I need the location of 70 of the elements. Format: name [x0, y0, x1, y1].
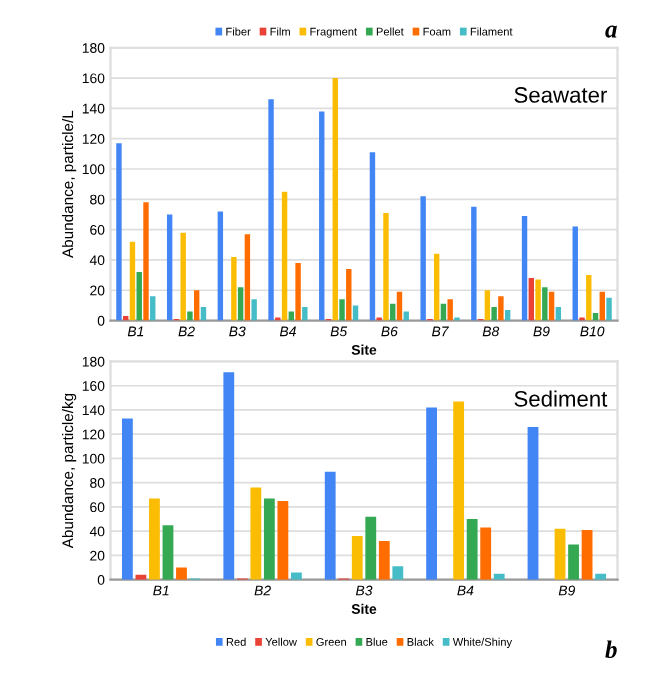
- bar: [527, 426, 539, 580]
- bar: [521, 215, 528, 321]
- bar: [302, 306, 308, 321]
- bar: [339, 299, 345, 321]
- bar: [453, 401, 465, 580]
- bar: [535, 279, 541, 321]
- bar: [116, 143, 122, 321]
- bar: [447, 299, 453, 321]
- bar: [288, 311, 295, 321]
- bar: [250, 487, 262, 580]
- bar: [568, 544, 579, 580]
- bar: [433, 253, 440, 321]
- bar: [143, 202, 149, 321]
- bar: [392, 566, 404, 580]
- bar: [383, 212, 389, 321]
- bar: [378, 540, 390, 580]
- bar: [332, 78, 338, 321]
- bar: [466, 519, 478, 580]
- bar: [237, 287, 244, 321]
- bar: [193, 290, 200, 321]
- bar: [121, 418, 133, 580]
- bar: [295, 262, 301, 321]
- text: a: [605, 25, 617, 38]
- bar: [277, 500, 289, 580]
- bar: [351, 536, 363, 580]
- bar: [268, 99, 274, 321]
- bar: [480, 527, 492, 580]
- bar: [528, 278, 535, 321]
- bar: [281, 191, 288, 321]
- bar: [581, 529, 593, 580]
- bar: [542, 287, 548, 321]
- bar: [365, 516, 377, 580]
- bar: [263, 498, 275, 580]
- bar: [554, 528, 566, 580]
- bar: [180, 232, 186, 321]
- bar: [606, 297, 612, 321]
- bar: [471, 206, 477, 321]
- bar: [324, 471, 336, 580]
- bar: [491, 306, 497, 321]
- bar: [166, 214, 173, 321]
- bar: [136, 272, 142, 321]
- bar: [586, 275, 592, 321]
- bar: [548, 291, 555, 321]
- bar: [346, 269, 352, 321]
- bar: [129, 241, 136, 321]
- bar: [498, 296, 504, 321]
- bar: [290, 572, 302, 580]
- bar: [599, 291, 605, 321]
- bar: [319, 111, 325, 321]
- bar: [187, 311, 193, 321]
- bar: [369, 152, 376, 321]
- bar: [396, 291, 403, 321]
- bar: [572, 226, 578, 321]
- bar: [162, 525, 174, 580]
- bar: [484, 290, 491, 321]
- bar: [244, 234, 251, 321]
- bar: [150, 296, 156, 321]
- text: b: [605, 640, 617, 659]
- bar: [149, 498, 160, 580]
- bar: [420, 196, 426, 321]
- bar: [231, 256, 237, 321]
- bar: [176, 567, 187, 580]
- bar: [217, 211, 224, 321]
- bar: [426, 407, 438, 580]
- bar: [352, 305, 359, 321]
- annotation: Sediment: [514, 390, 608, 407]
- annotation: Seawater: [514, 87, 607, 103]
- bar: [403, 311, 409, 321]
- bar: [251, 299, 257, 321]
- bar: [223, 372, 235, 580]
